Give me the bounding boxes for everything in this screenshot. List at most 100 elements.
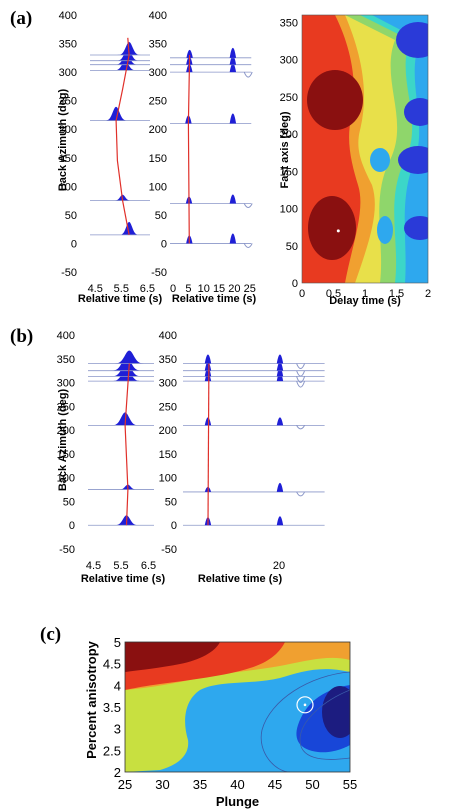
ytick-label-b-middle: 250 <box>159 401 177 413</box>
fit-curve <box>187 54 191 244</box>
waveform-trace <box>88 515 154 526</box>
trace-tail <box>243 203 253 208</box>
waveform-trace <box>88 412 154 426</box>
waveform-trace <box>88 350 154 364</box>
heatmap-c-plot <box>125 642 350 772</box>
ytick-label-b-left: 350 <box>57 354 75 366</box>
arrival-pulse <box>204 354 212 364</box>
ytick-label-a-right: 100 <box>280 204 298 216</box>
xtick-label-b-left: 6.5 <box>141 560 156 572</box>
xtick-label-b-middle: 20 <box>273 560 285 572</box>
ytick-label-b-middle: 300 <box>159 378 177 390</box>
minimum-circle <box>296 696 314 714</box>
ylabel-a-right: Fast axis (deg) <box>279 111 291 188</box>
xtick-label-a-left: 5.5 <box>114 283 129 295</box>
ylabel-a-left: Back Azimuth (deg) <box>57 89 69 192</box>
ylabel-c: Percent anisotropy <box>84 640 99 759</box>
ytick-label-a-middle: 50 <box>155 210 167 222</box>
xlabel-a-left: Relative time (s) <box>78 293 163 305</box>
xtick-label-a-left: 6.5 <box>140 283 155 295</box>
ytick-label-a-left: 200 <box>59 124 77 136</box>
xtick-label-c: 30 <box>155 777 169 792</box>
waveform-trace <box>90 106 150 121</box>
xtick-label-b-left: 4.5 <box>86 560 101 572</box>
xtick-label-a-right: 0 <box>299 288 305 300</box>
ytick-label-a-left: -50 <box>61 267 77 279</box>
ytick-label-a-left: 50 <box>65 210 77 222</box>
ytick-label-a-middle: 200 <box>149 124 167 136</box>
arrival-pulse <box>276 354 284 364</box>
ytick-label-b-left: 0 <box>69 520 75 532</box>
ytick-label-a-right: 150 <box>280 166 298 178</box>
ytick-label-a-left: 100 <box>59 181 77 193</box>
waveform-trace <box>88 356 154 371</box>
waveform-trace <box>88 484 154 490</box>
arrival-pulse <box>229 194 237 204</box>
xtick-label-c: 25 <box>118 777 132 792</box>
ytick-label-b-left: 400 <box>57 330 75 342</box>
xtick-label-b-left: 5.5 <box>113 560 128 572</box>
xtick-label-a-right: 1 <box>362 288 368 300</box>
ytick-label-a-middle: 0 <box>161 238 167 250</box>
xtick-label-a-left: 4.5 <box>88 283 103 295</box>
ytick-label-b-left: -50 <box>59 544 75 556</box>
ytick-label-a-right: 300 <box>280 55 298 67</box>
ytick-label-b-left: 300 <box>57 378 75 390</box>
panel-label-b: (b) <box>10 326 34 347</box>
ytick-label-b-left: 50 <box>63 496 75 508</box>
arrival-pulse <box>186 49 193 58</box>
arrival-pulse <box>229 233 237 244</box>
waveform-trace <box>88 369 154 382</box>
xtick-label-a-right: 1.5 <box>389 288 404 300</box>
ytick-label-c: 3.5 <box>103 700 121 715</box>
ytick-label-b-middle: 150 <box>159 449 177 461</box>
trace-tail <box>296 376 306 383</box>
ylabel-b-left: Back Azimuth (deg) <box>57 389 69 492</box>
xtick-label-a-right: 2 <box>425 288 431 300</box>
ytick-label-a-middle: 150 <box>149 153 167 165</box>
arrival-pulse <box>204 417 212 426</box>
minimum-marker <box>336 229 340 233</box>
trace-tail <box>296 370 306 377</box>
waveform-trace <box>90 61 150 71</box>
trace-tail <box>296 380 306 388</box>
waveform-trace <box>90 194 150 201</box>
waveform-trace <box>90 53 150 65</box>
panel-label-c: (c) <box>40 624 62 645</box>
waveform-trace <box>88 362 154 377</box>
xtick-label-a-middle: 0 <box>170 283 176 295</box>
xtick-label-c: 50 <box>305 777 319 792</box>
xtick-label-c: 45 <box>268 777 282 792</box>
ytick-label-a-middle: -50 <box>151 267 167 279</box>
ytick-label-c: 3 <box>114 722 121 737</box>
ytick-label-b-left: 100 <box>57 473 75 485</box>
ytick-label-b-left: 250 <box>57 401 75 413</box>
ytick-label-a-right: 0 <box>292 278 298 290</box>
trace-tail <box>296 491 306 497</box>
ytick-label-a-left: 150 <box>59 153 77 165</box>
ytick-label-c: 5 <box>114 635 121 650</box>
waveform-trace <box>90 221 150 235</box>
ytick-label-a-right: 50 <box>286 241 298 253</box>
ytick-label-b-middle: 400 <box>159 330 177 342</box>
xtick-label-a-middle: 15 <box>213 283 225 295</box>
ytick-label-c: 2 <box>114 765 121 780</box>
xlabel-b-middle: Relative time (s) <box>198 573 283 585</box>
ytick-label-b-middle: 50 <box>165 496 177 508</box>
ytick-label-a-right: 200 <box>280 129 298 141</box>
ytick-label-c: 2.5 <box>103 743 121 758</box>
trace-tail <box>296 363 306 370</box>
ytick-label-b-left: 200 <box>57 425 75 437</box>
ytick-label-a-left: 300 <box>59 67 77 79</box>
arrival-pulse <box>229 63 237 73</box>
heatmap-a-frame <box>301 14 429 284</box>
ytick-label-a-middle: 300 <box>149 67 167 79</box>
ytick-label-a-right: 350 <box>280 17 298 29</box>
heatmap-a-plot <box>302 15 428 283</box>
fit-curve <box>115 37 130 236</box>
xtick-label-a-right: 0.5 <box>326 288 341 300</box>
ytick-label-a-left: 250 <box>59 96 77 108</box>
minimum-point <box>303 703 307 707</box>
ytick-label-c: 4.5 <box>103 657 121 672</box>
